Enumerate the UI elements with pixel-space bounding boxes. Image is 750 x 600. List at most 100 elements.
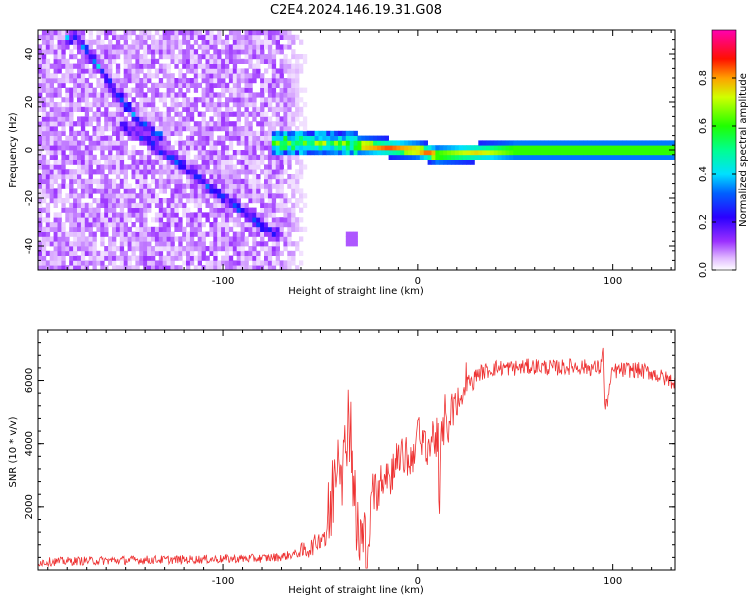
heatmap-cell (283, 121, 288, 127)
heatmap-cell (182, 183, 187, 189)
heatmap-cell (271, 193, 277, 199)
heatmap-cell (213, 159, 218, 165)
heatmap-cell (65, 92, 70, 98)
heatmap-cell (119, 250, 125, 256)
heatmap-cell (193, 121, 199, 127)
heatmap-cell (256, 39, 261, 45)
heatmap-cell (673, 150, 675, 156)
heatmap-cell (84, 49, 90, 55)
heatmap-cell (271, 145, 277, 151)
heatmap-cell (123, 150, 128, 156)
heatmap-cell (65, 68, 70, 74)
heatmap-cell (154, 116, 160, 122)
heatmap-cell (45, 169, 51, 175)
heatmap-cell (291, 217, 296, 223)
heatmap-cell (232, 102, 238, 108)
heatmap-cell (244, 135, 249, 141)
heatmap-cell (205, 178, 210, 184)
heatmap-cell (513, 145, 518, 151)
heatmap-cell (186, 30, 191, 36)
heatmap-cell (115, 183, 121, 189)
heatmap-cell (131, 102, 136, 108)
heatmap-cell (205, 54, 210, 60)
heatmap-cell (275, 178, 280, 184)
heatmap-y-tick-label: 40 (24, 48, 35, 61)
heatmap-cell (299, 39, 304, 45)
heatmap-cell (77, 145, 82, 151)
heatmap-cell (275, 82, 280, 88)
heatmap-cell (100, 169, 105, 175)
heatmap-cell (135, 183, 140, 189)
heatmap-cell (260, 241, 265, 247)
heatmap-cell (88, 222, 93, 228)
heatmap-cell (53, 121, 58, 127)
heatmap-cell (154, 212, 160, 218)
heatmap-cell (197, 126, 202, 132)
heatmap-cell (638, 140, 643, 146)
heatmap-cell (271, 217, 277, 223)
heatmap-cell (147, 236, 152, 242)
heatmap-cell (65, 39, 70, 45)
heatmap-cell (193, 241, 199, 247)
heatmap-cell (53, 236, 58, 242)
heatmap-cell (256, 58, 261, 64)
heatmap-cell (279, 58, 284, 64)
heatmap-cell (112, 30, 117, 36)
heatmap-cell (244, 58, 249, 64)
heatmap-cell (197, 34, 202, 40)
heatmap-cell (147, 260, 152, 266)
heatmap-cell (80, 207, 86, 213)
heatmap-cell (517, 145, 522, 151)
heatmap-cell (299, 159, 304, 165)
heatmap-cell (96, 255, 101, 261)
heatmap-cell (193, 106, 199, 112)
heatmap-cell (540, 154, 545, 160)
heatmap-cell (221, 102, 226, 108)
heatmap-cell (244, 39, 249, 45)
heatmap-cell (248, 44, 253, 50)
heatmap-cell (458, 159, 464, 165)
heatmap-cell (77, 150, 82, 156)
heatmap-cell (143, 178, 148, 184)
heatmap-cell (69, 97, 74, 103)
heatmap-cell (112, 130, 117, 136)
heatmap-cell (115, 188, 121, 194)
heatmap-cell (260, 87, 265, 93)
heatmap-cell (127, 198, 132, 204)
heatmap-cell (65, 241, 70, 247)
heatmap-cell (69, 39, 74, 45)
heatmap-cell (147, 63, 152, 69)
heatmap-cell (100, 73, 105, 79)
heatmap-cell (244, 226, 249, 232)
heatmap-cell (201, 150, 206, 156)
heatmap-cell (232, 207, 238, 213)
heatmap-cell (271, 49, 277, 55)
heatmap-cell (275, 140, 280, 146)
heatmap-cell (228, 30, 234, 36)
heatmap-cell (221, 145, 226, 151)
heatmap-cell (61, 255, 66, 261)
heatmap-cell (205, 260, 210, 266)
heatmap-cell (571, 154, 577, 160)
heatmap-cell (104, 217, 109, 223)
heatmap-cell (162, 164, 167, 170)
heatmap-cell (595, 140, 600, 146)
heatmap-cell (267, 63, 273, 69)
heatmap-cell (57, 140, 62, 146)
heatmap-cell (41, 49, 47, 55)
heatmap-cell (291, 178, 296, 184)
heatmap-cell (645, 140, 651, 146)
heatmap-cell (69, 265, 74, 270)
heatmap-cell (166, 68, 171, 74)
heatmap-cell (201, 193, 206, 199)
heatmap-cell (53, 87, 58, 93)
heatmap-cell (77, 178, 82, 184)
heatmap-cell (162, 207, 167, 213)
heatmap-cell (271, 246, 277, 252)
heatmap-cell (119, 193, 125, 199)
heatmap-cell (271, 169, 277, 175)
heatmap-cell (197, 150, 202, 156)
heatmap-cell (88, 82, 93, 88)
heatmap-cell (53, 222, 58, 228)
heatmap-cell (49, 265, 54, 270)
